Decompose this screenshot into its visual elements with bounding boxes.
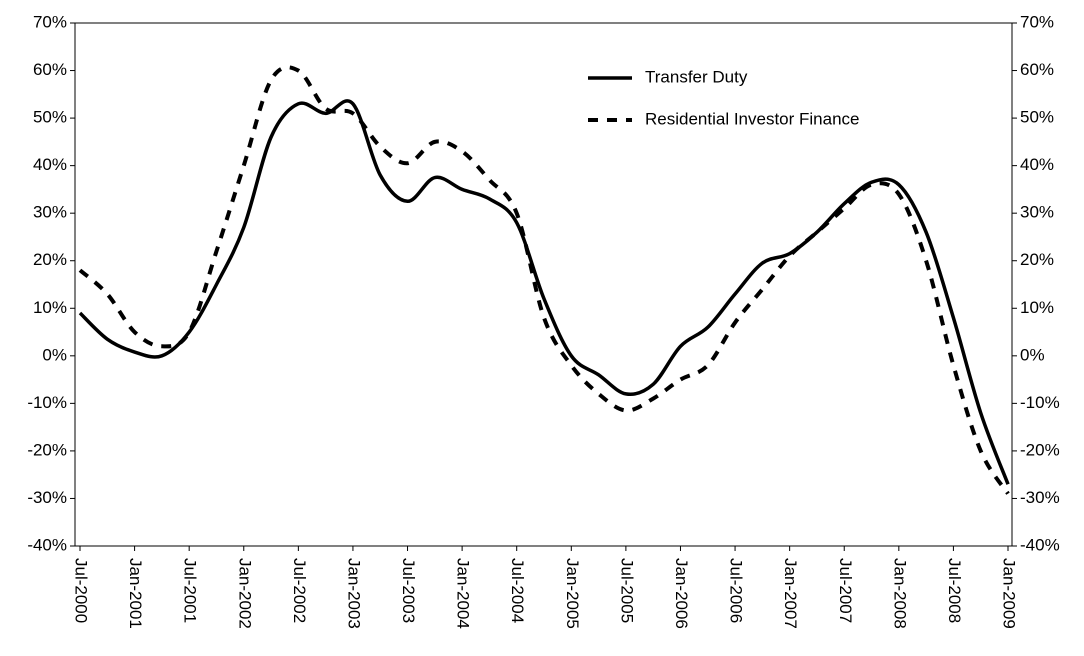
y2-tick-label: 30% [1020,203,1054,222]
x-tick-label: Jan-2005 [563,558,582,629]
y-tick-label: 50% [33,108,67,127]
x-tick-label: Jan-2009 [1000,558,1019,629]
x-tick-label: Jul-2000 [72,558,91,623]
x-tick-label: Jan-2004 [454,558,473,629]
series-line [78,65,1010,495]
y-tick-label: 30% [33,203,67,222]
y-tick-label: 0% [42,345,67,364]
x-tick-label: Jan-2008 [890,558,909,629]
y-tick-label: 60% [33,60,67,79]
y2-tick-label: 70% [1020,12,1054,31]
legend-label: Transfer Duty [645,67,748,86]
y2-tick-label: 60% [1020,60,1054,79]
x-tick-label: Jul-2001 [181,558,200,623]
x-tick-label: Jul-2003 [399,558,418,623]
y2-tick-label: 40% [1020,155,1054,174]
plot-area [74,22,1013,547]
x-tick-label: Jan-2007 [781,558,800,629]
y2-tick-label: -30% [1020,488,1060,507]
y2-tick-label: 0% [1020,345,1045,364]
y-tick-label: 70% [33,12,67,31]
y-tick-label: -10% [27,393,67,412]
legend-label: Residential Investor Finance [645,109,860,128]
x-tick-label: Jul-2007 [836,558,855,623]
y2-tick-label: -40% [1020,535,1060,554]
y2-tick-label: 20% [1020,250,1054,269]
y-tick-label: -20% [27,440,67,459]
x-tick-label: Jul-2006 [727,558,746,623]
x-tick-label: Jan-2006 [672,558,691,629]
series-line [78,99,1010,485]
y-tick-label: -40% [27,535,67,554]
y-tick-label: 10% [33,298,67,317]
x-tick-label: Jan-2001 [126,558,145,629]
x-tick-label: Jan-2002 [235,558,254,629]
y-tick-label: 40% [33,155,67,174]
x-tick-label: Jul-2002 [290,558,309,623]
y-tick-label: -30% [27,488,67,507]
y2-tick-label: 50% [1020,108,1054,127]
y2-tick-label: -20% [1020,440,1060,459]
y2-tick-label: -10% [1020,393,1060,412]
y2-tick-label: 10% [1020,298,1054,317]
x-tick-label: Jul-2004 [508,558,527,623]
y-tick-label: 20% [33,250,67,269]
x-tick-label: Jul-2008 [945,558,964,623]
x-tick-label: Jul-2005 [617,558,636,623]
x-tick-label: Jan-2003 [344,558,363,629]
